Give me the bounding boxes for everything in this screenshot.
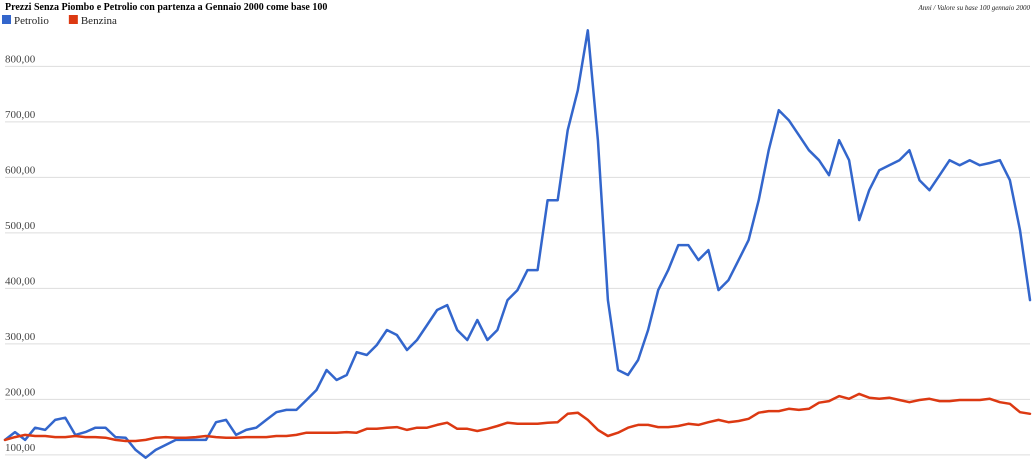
plot	[3, 29, 1032, 459]
y-tick-label: 400,00	[5, 275, 36, 287]
y-tick-label: 200,00	[5, 386, 36, 398]
legend-swatch	[68, 15, 78, 24]
y-tick-label: 300,00	[5, 331, 36, 343]
series-line	[3, 29, 1032, 459]
series-line	[3, 392, 1032, 443]
chart-title: Prezzi Senza Piombo e Petrolio con parte…	[5, 2, 327, 13]
legend-label: Benzina	[81, 15, 117, 27]
legend-swatch	[2, 15, 11, 24]
legend: Petrolio Benzina	[2, 15, 117, 27]
grid: 100,00 200,00 300,00 400,00 500,00 600,00 700,…	[5, 53, 1030, 456]
y-tick-label: 100,00	[5, 442, 36, 454]
y-tick-label: 600,00	[5, 164, 36, 176]
axis-note: Anni / Valore su base 100 gennaio 2000	[917, 4, 1030, 12]
legend-label: Petrolio	[14, 15, 49, 27]
y-tick-label: 800,00	[5, 53, 36, 65]
y-tick-label: 700,00	[5, 109, 36, 121]
y-tick-label: 500,00	[5, 220, 36, 232]
